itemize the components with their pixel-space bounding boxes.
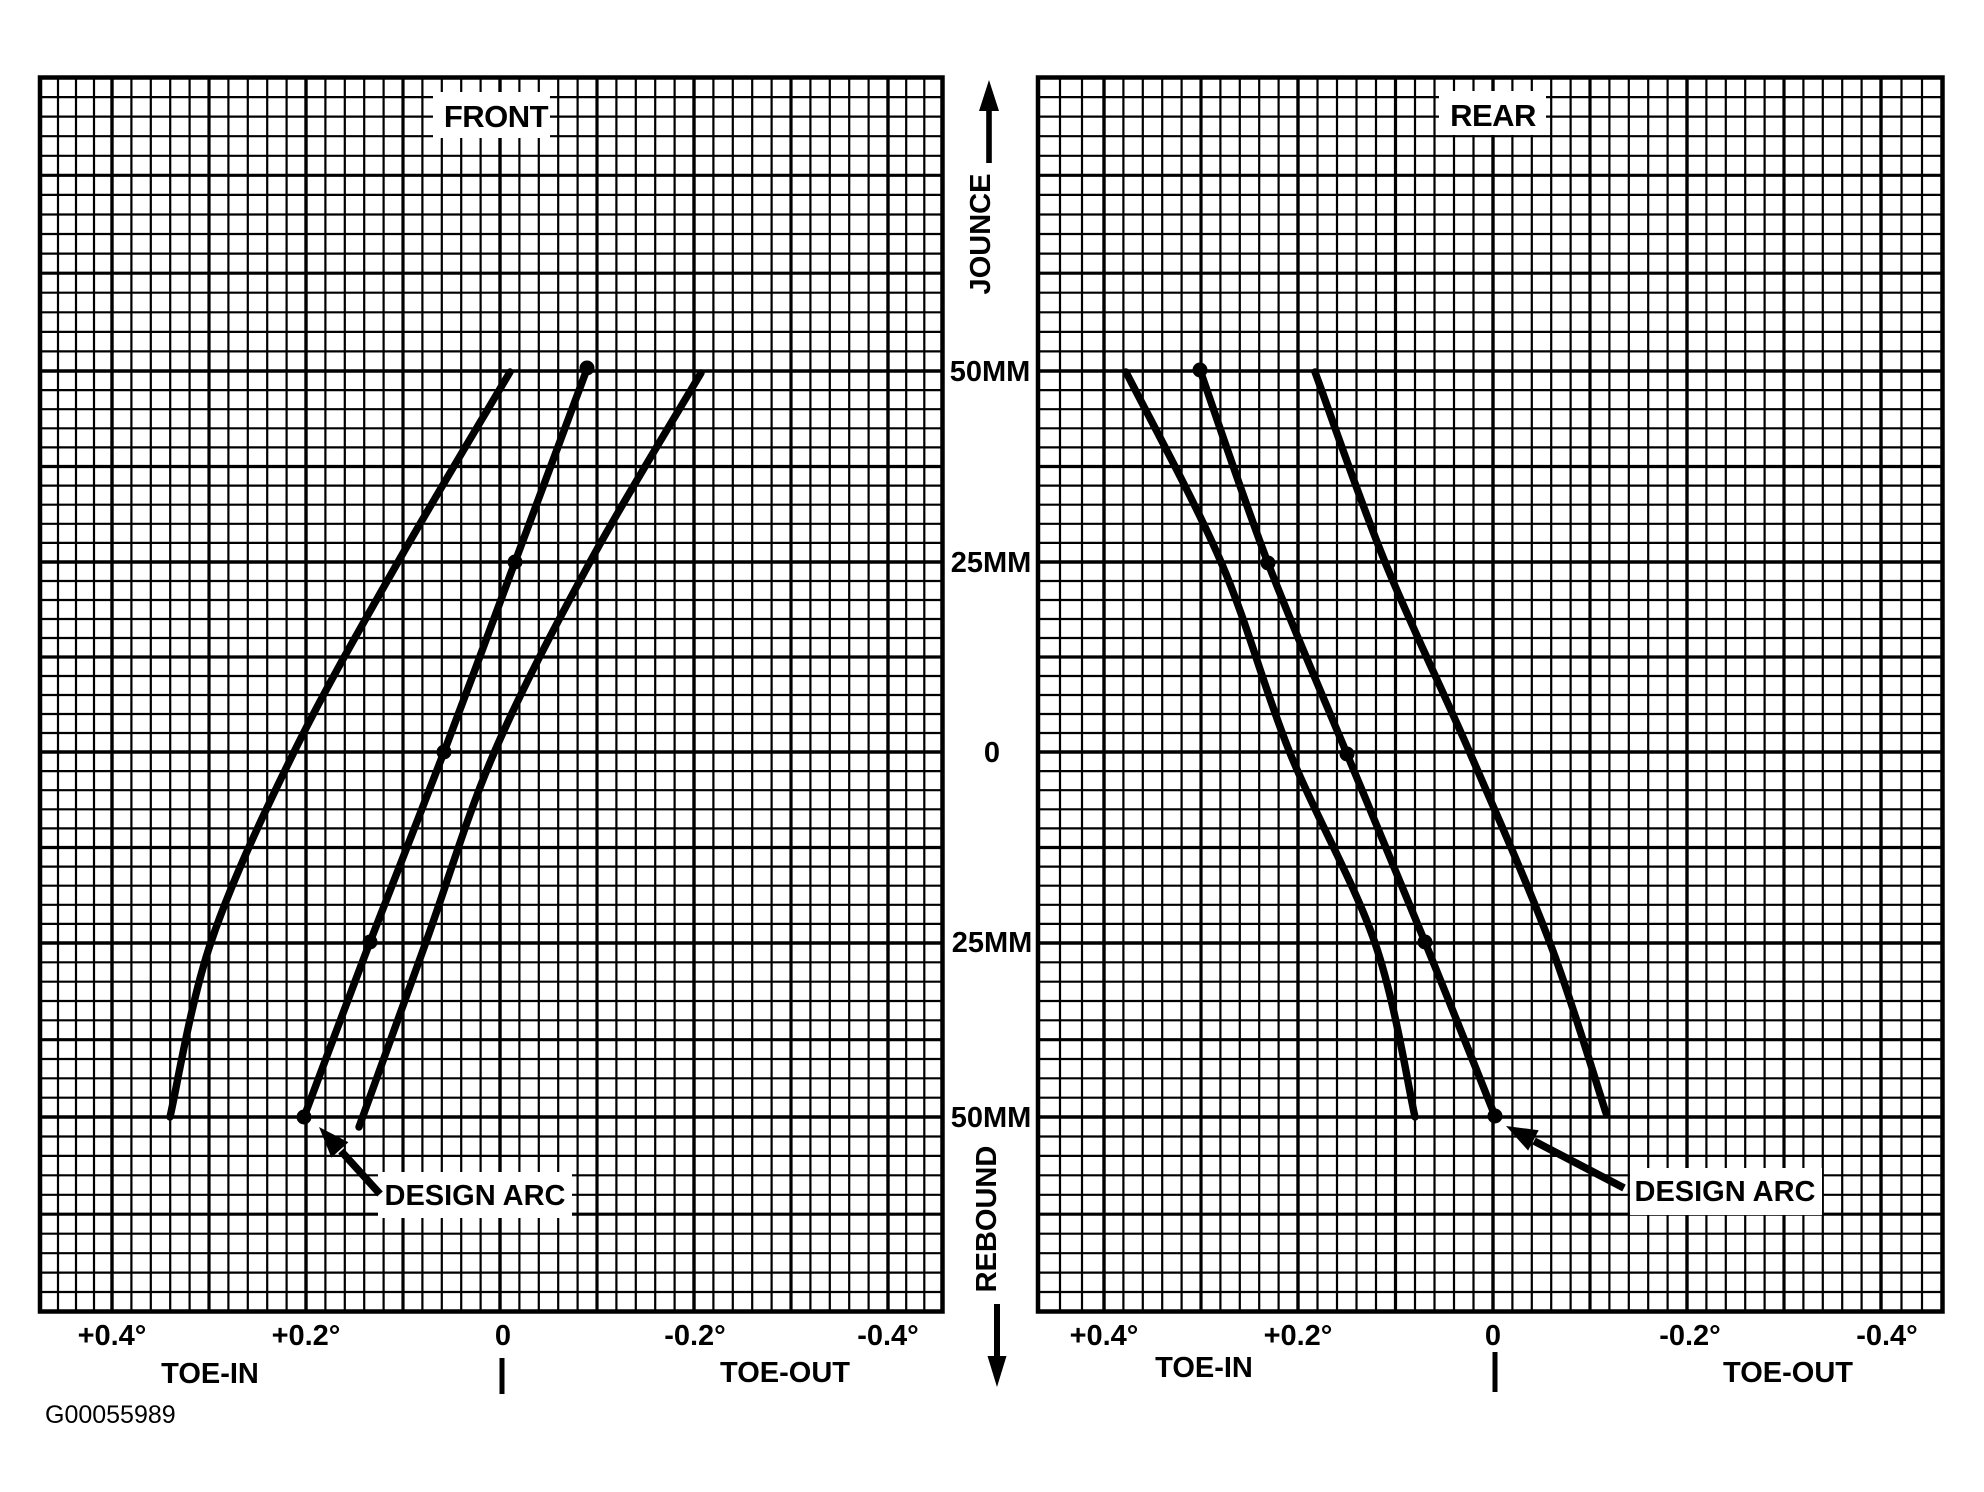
svg-text:-0.2°: -0.2° xyxy=(664,1320,726,1352)
svg-text:FRONT: FRONT xyxy=(444,99,549,134)
svg-text:0: 0 xyxy=(984,737,1000,769)
svg-text:-0.4°: -0.4° xyxy=(1856,1320,1918,1352)
svg-text:25MM: 25MM xyxy=(951,547,1032,579)
svg-text:TOE-IN: TOE-IN xyxy=(1155,1352,1253,1384)
svg-text:TOE-OUT: TOE-OUT xyxy=(1723,1357,1853,1389)
svg-text:+0.4°: +0.4° xyxy=(78,1320,147,1352)
svg-text:0: 0 xyxy=(495,1320,511,1352)
svg-text:G00055989: G00055989 xyxy=(45,1401,176,1429)
svg-text:JOUNCE: JOUNCE xyxy=(965,174,997,295)
svg-text:-0.4°: -0.4° xyxy=(857,1320,919,1352)
svg-text:+0.4°: +0.4° xyxy=(1070,1320,1139,1352)
svg-text:+0.2°: +0.2° xyxy=(272,1320,341,1352)
svg-text:TOE-OUT: TOE-OUT xyxy=(720,1357,850,1389)
svg-text:REAR: REAR xyxy=(1450,98,1536,133)
svg-text:TOE-IN: TOE-IN xyxy=(161,1358,259,1390)
svg-text:REBOUND: REBOUND xyxy=(971,1146,1003,1293)
svg-text:DESIGN ARC: DESIGN ARC xyxy=(1635,1176,1816,1208)
svg-text:-0.2°: -0.2° xyxy=(1659,1320,1721,1352)
svg-text:50MM: 50MM xyxy=(950,356,1031,388)
svg-text:0: 0 xyxy=(1485,1320,1501,1352)
svg-text:DESIGN ARC: DESIGN ARC xyxy=(385,1180,566,1212)
svg-text:50MM: 50MM xyxy=(951,1102,1032,1134)
svg-text:25MM: 25MM xyxy=(952,927,1033,959)
svg-text:+0.2°: +0.2° xyxy=(1264,1320,1333,1352)
